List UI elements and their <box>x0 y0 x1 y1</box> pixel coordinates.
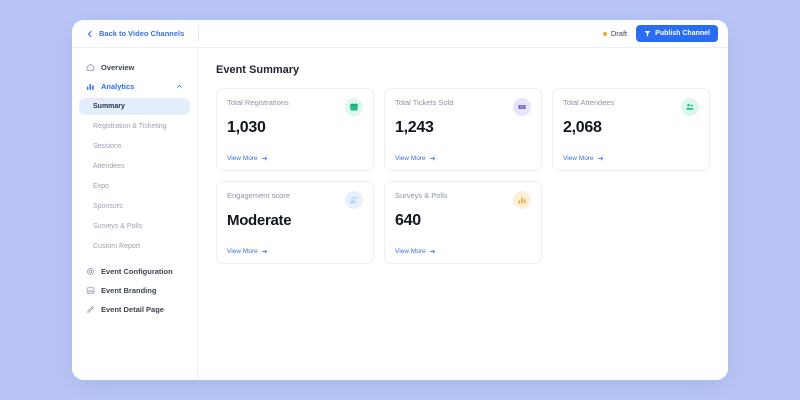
card-value: 2,068 <box>563 119 602 136</box>
card-label: Total Attendees <box>563 98 615 107</box>
status-dot-icon <box>602 31 607 36</box>
sidebar-item-event-branding[interactable]: Event Branding <box>79 281 190 300</box>
view-more-link[interactable]: View More <box>227 248 363 255</box>
arrow-right-icon <box>429 155 436 162</box>
card-value: 1,243 <box>395 119 434 136</box>
card-head: Engagement score <box>227 191 363 209</box>
home-icon <box>86 63 95 72</box>
sidebar-item-analytics[interactable]: Analytics <box>79 77 190 96</box>
view-more-link[interactable]: View More <box>395 248 531 255</box>
main-content: Event Summary Total Registrations <box>198 48 728 380</box>
stat-card-total-tickets-sold: Total Tickets Sold 1,243 View More <box>384 88 542 171</box>
topbar-divider <box>198 25 200 42</box>
chevron-left-icon <box>86 30 94 38</box>
card-value: 640 <box>395 212 421 229</box>
chevron-up-icon[interactable] <box>175 83 183 91</box>
people-icon <box>681 98 699 116</box>
analytics-subnav: Summary Registration & Ticketing Session… <box>79 98 190 255</box>
view-more-link[interactable]: View More <box>395 155 531 162</box>
card-value: 1,030 <box>227 119 266 136</box>
calendar-icon <box>345 98 363 116</box>
app-window: Back to Video Channels Draft Publish Cha… <box>72 20 728 380</box>
bar-chart-icon <box>86 82 95 91</box>
card-head: Total Registrations <box>227 98 363 116</box>
sidebar-subitem-expo[interactable]: Expo <box>93 183 109 190</box>
card-head: Total Attendees <box>563 98 699 116</box>
view-more-label: View More <box>563 155 594 162</box>
sidebar-item-event-detail-page[interactable]: Event Detail Page <box>79 300 190 319</box>
sidebar-item-label: Overview <box>101 63 135 72</box>
sidebar-subitem-registration-ticketing[interactable]: Registration & Ticketing <box>93 123 167 130</box>
sidebar-subitem-surveys-polls[interactable]: Surveys & Polls <box>93 223 143 230</box>
sidebar-item-label: Event Detail Page <box>101 305 164 314</box>
image-icon <box>86 286 95 295</box>
view-more-label: View More <box>395 155 426 162</box>
window-body: Overview Analytics Sum <box>72 48 728 380</box>
card-value: Moderate <box>227 212 292 229</box>
page-title: Event Summary <box>216 64 300 76</box>
back-to-video-channels-link[interactable]: Back to Video Channels <box>86 29 184 38</box>
sidebar-item-event-configuration[interactable]: Event Configuration <box>79 262 190 281</box>
stat-card-total-registrations: Total Registrations 1,030 View M <box>216 88 374 171</box>
topbar-actions: Draft Publish Channel <box>602 25 718 42</box>
view-more-label: View More <box>227 155 258 162</box>
sidebar: Overview Analytics Sum <box>72 48 198 380</box>
trending-chart-icon <box>345 191 363 209</box>
view-more-label: View More <box>227 248 258 255</box>
sidebar-item-overview[interactable]: Overview <box>79 58 190 77</box>
sidebar-subitem-custom-report[interactable]: Custom Report <box>93 243 141 250</box>
bar-chart-icon <box>513 191 531 209</box>
card-label: Total Tickets Sold <box>395 98 454 107</box>
status-badge: Draft <box>602 29 628 38</box>
sidebar-subitem-attendees[interactable]: Attendees <box>93 163 125 170</box>
sidebar-subitem-sessions[interactable]: Sessions <box>93 143 122 150</box>
sidebar-item-label: Analytics <box>101 82 135 91</box>
gear-icon <box>86 267 95 276</box>
sidebar-subitem-summary[interactable]: Summary <box>79 98 190 115</box>
pencil-icon <box>86 305 95 314</box>
sidebar-item-label: Event Branding <box>101 286 157 295</box>
status-label: Draft <box>610 29 628 38</box>
publish-button-label: Publish Channel <box>655 30 710 37</box>
stat-card-total-attendees: Total Attendees 2,068 View More <box>552 88 710 171</box>
view-more-link[interactable]: View More <box>563 155 699 162</box>
view-more-link[interactable]: View More <box>227 155 363 162</box>
card-label: Engagement score <box>227 191 290 200</box>
back-link-label: Back to Video Channels <box>99 29 185 38</box>
stat-card-engagement-score: Engagement score Moderate View M <box>216 181 374 264</box>
stat-card-grid: Total Registrations 1,030 View M <box>216 88 710 264</box>
topbar: Back to Video Channels Draft Publish Cha… <box>72 20 728 48</box>
arrow-right-icon <box>261 248 268 255</box>
card-head: Total Tickets Sold <box>395 98 531 116</box>
arrow-right-icon <box>597 155 604 162</box>
card-label: Total Registrations <box>227 98 289 107</box>
card-label: Surveys & Polls <box>395 191 448 200</box>
publish-channel-button[interactable]: Publish Channel <box>636 25 718 42</box>
card-head: Surveys & Polls <box>395 191 531 209</box>
sidebar-item-label: Event Configuration <box>101 267 173 276</box>
arrow-right-icon <box>429 248 436 255</box>
ticket-icon <box>513 98 531 116</box>
sidebar-subitem-sponsors[interactable]: Sponsors <box>93 203 123 210</box>
view-more-label: View More <box>395 248 426 255</box>
filter-icon <box>644 30 651 37</box>
arrow-right-icon <box>261 155 268 162</box>
stat-card-surveys-polls: Surveys & Polls 640 View More <box>384 181 542 264</box>
